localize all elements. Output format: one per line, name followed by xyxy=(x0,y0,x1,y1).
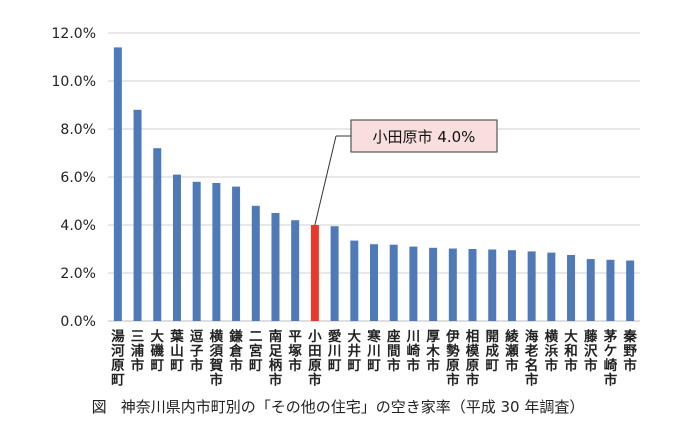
x-tick-label: 二宮町 xyxy=(249,329,263,374)
bars xyxy=(113,47,635,322)
x-tick-label: 葉山町 xyxy=(169,328,184,374)
y-tick-label: 2.0% xyxy=(60,266,96,282)
x-tick-label: 相模原市 xyxy=(466,328,480,389)
figure-label: 図 xyxy=(91,398,107,416)
y-tick-label: 0.0% xyxy=(60,314,96,330)
y-tick-label: 10.0% xyxy=(52,74,96,90)
bar xyxy=(133,109,142,321)
figure-caption: 図神奈川県内市町別の「その他の住宅」の空き家率（平成 30 年調査） xyxy=(0,396,676,417)
bar xyxy=(291,220,300,321)
caption-text: 神奈川県内市町別の「その他の住宅」の空き家率（平成 30 年調査） xyxy=(120,398,585,416)
bar xyxy=(212,183,221,321)
x-tick-label: 秦野市 xyxy=(622,328,637,374)
bar xyxy=(448,248,457,321)
bar xyxy=(547,252,556,321)
x-tick-label: 横須賀市 xyxy=(209,328,224,389)
bar xyxy=(626,260,635,321)
x-tick-label: 開成町 xyxy=(485,329,499,374)
bar xyxy=(113,47,122,322)
callout-line xyxy=(314,135,337,226)
bar xyxy=(330,226,339,321)
x-tick-label: 藤沢市 xyxy=(584,328,598,374)
bar xyxy=(409,246,418,321)
bar xyxy=(488,249,497,321)
x-tick-label: 大和市 xyxy=(564,328,578,374)
x-tick-label: 湯河原町 xyxy=(111,328,125,389)
bar-highlight xyxy=(310,225,319,321)
x-tick-label: 逗子市 xyxy=(190,329,204,374)
bar xyxy=(567,255,576,321)
bar xyxy=(389,244,398,321)
bar xyxy=(468,249,477,321)
x-tick-label: 大磯町 xyxy=(151,328,165,374)
bar xyxy=(172,174,181,321)
x-tick-label: 川崎市 xyxy=(406,329,421,374)
x-tick-label: 大井町 xyxy=(348,328,362,374)
bar xyxy=(192,181,201,321)
x-tick-label: 愛川町 xyxy=(327,328,342,374)
x-tick-label: 伊勢原市 xyxy=(445,328,460,389)
callout-text: 小田原市 4.0% xyxy=(373,128,476,146)
y-tick-label: 8.0% xyxy=(60,122,96,138)
y-axis: 0.0% 2.0% 4.0% 6.0% 8.0% 10.0% 12.0% xyxy=(52,26,96,330)
bar xyxy=(507,250,516,321)
x-tick-label: 海老名市 xyxy=(525,328,539,389)
x-tick-label: 座間市 xyxy=(387,328,401,374)
y-tick-label: 4.0% xyxy=(60,218,96,234)
x-tick-label: 茅ケ崎市 xyxy=(604,328,618,389)
x-tick-label: 横浜市 xyxy=(545,328,559,374)
bar xyxy=(606,259,615,321)
bar xyxy=(153,148,162,321)
x-tick-label: 厚木市 xyxy=(425,329,440,374)
y-tick-label: 12.0% xyxy=(52,26,96,42)
bar xyxy=(251,205,260,321)
x-axis: 湯河原町三浦市大磯町葉山町逗子市横須賀市鎌倉市二宮町南足柄市平塚市小田原市愛川町… xyxy=(111,328,637,389)
bar xyxy=(370,244,378,321)
bar xyxy=(586,259,595,321)
x-tick-label: 平塚市 xyxy=(288,329,302,374)
bar xyxy=(232,186,241,321)
annotation-callout: 小田原市 4.0% xyxy=(314,119,498,226)
x-tick-label: 鎌倉市 xyxy=(228,328,243,374)
x-tick-label: 南足柄市 xyxy=(269,328,283,389)
bar xyxy=(271,213,280,321)
x-tick-label: 寒川町 xyxy=(366,328,381,374)
x-tick-label: 小田原市 xyxy=(308,329,322,389)
bar xyxy=(350,240,359,321)
bar xyxy=(429,247,438,321)
x-tick-label: 三浦市 xyxy=(131,329,145,374)
y-tick-label: 6.0% xyxy=(60,170,96,186)
x-tick-label: 綾瀬市 xyxy=(505,328,519,374)
bar xyxy=(527,251,536,321)
